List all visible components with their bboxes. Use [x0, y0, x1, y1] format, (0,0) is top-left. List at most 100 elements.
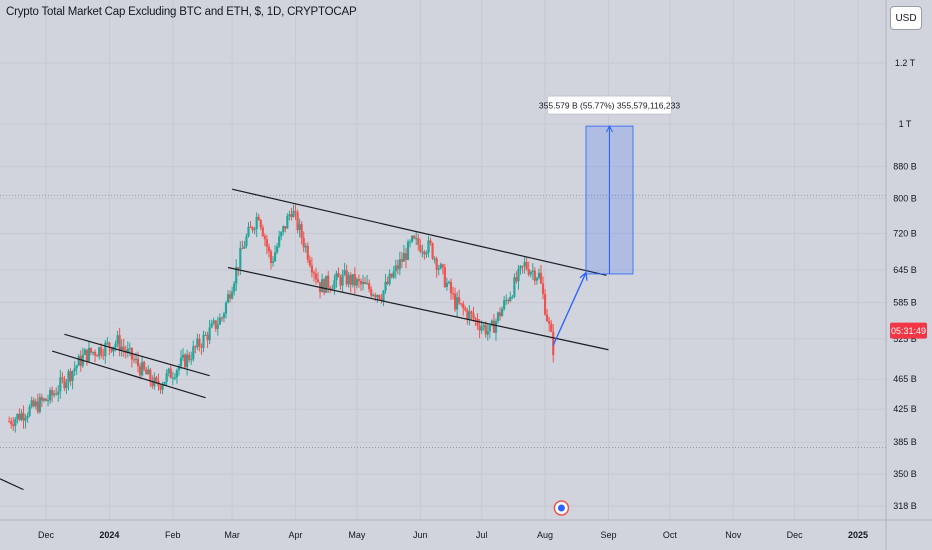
candle-body: [494, 321, 498, 333]
candle: [300, 220, 303, 245]
candle: [439, 262, 442, 270]
candle: [419, 238, 422, 254]
candle: [161, 381, 164, 395]
candle: [486, 323, 489, 341]
candle-body: [492, 320, 496, 333]
measure-label: 355.579 B (55.77%) 355,579,116,233: [539, 101, 680, 111]
candle: [30, 396, 33, 409]
candle-body: [181, 354, 185, 358]
candle: [470, 310, 473, 321]
candle: [445, 277, 448, 291]
candle-body: [100, 347, 103, 356]
candle: [183, 353, 187, 369]
candle-body: [316, 279, 320, 283]
candle: [492, 314, 496, 333]
candle-body: [294, 211, 297, 213]
candle: [347, 272, 350, 288]
candle-body: [462, 303, 465, 309]
candle-body: [214, 320, 217, 329]
candle: [61, 372, 64, 384]
candle: [496, 311, 500, 324]
candle-body: [220, 317, 223, 319]
time-axis[interactable]: Dec 2024 Feb Mar Apr May Jun Jul Aug Sep Oct Nov Dec…: [38, 500, 868, 540]
candle: [10, 417, 13, 429]
channel-line: [227, 266, 609, 351]
candle: [71, 370, 74, 390]
candle: [85, 349, 89, 366]
candle-body: [357, 279, 361, 281]
candle-body: [290, 214, 293, 218]
candle-body: [14, 419, 17, 426]
candle-body: [298, 224, 301, 230]
candle: [406, 239, 410, 261]
candle: [505, 294, 508, 305]
candle: [177, 364, 181, 376]
candle-body: [345, 270, 348, 285]
candle-body: [114, 343, 117, 347]
candle-body: [300, 224, 303, 238]
candle-body: [237, 267, 240, 269]
candle-body: [55, 393, 58, 395]
candle-body: [404, 253, 408, 260]
candle-body: [368, 283, 371, 290]
candle-body: [292, 211, 295, 218]
candle: [380, 293, 383, 304]
candle: [302, 231, 305, 253]
candle-body: [243, 245, 246, 249]
candle-body: [466, 310, 469, 320]
candle-body: [423, 251, 426, 255]
currency-button[interactable]: USD: [890, 6, 922, 30]
candle-body: [374, 294, 377, 298]
candle-body: [255, 216, 258, 230]
price-axis[interactable]: 1.2 T 1 T 880 B 800 B 720 B 645 B 585 B 525 B 46…: [890, 58, 927, 511]
price-tick-label: 645 B: [893, 265, 917, 275]
candle: [126, 341, 129, 358]
candle: [494, 318, 498, 341]
candle: [548, 317, 551, 332]
candle: [498, 307, 502, 321]
candle: [488, 325, 491, 339]
candle-body: [251, 227, 254, 231]
candle: [531, 263, 534, 281]
candle: [355, 277, 358, 289]
candle: [376, 294, 379, 303]
candle-body: [435, 258, 438, 270]
candle: [484, 321, 487, 338]
candle: [298, 218, 301, 238]
candle-body: [134, 358, 138, 360]
candle: [235, 259, 238, 291]
candle: [468, 305, 471, 326]
event-marker-dot: [557, 504, 565, 512]
drawings[interactable]: 355.579 B (55.77%) 355,579,116,233: [0, 95, 680, 491]
candle-body: [179, 357, 183, 367]
candle-body: [241, 248, 244, 250]
candle-body: [470, 311, 473, 314]
candle-body: [482, 325, 485, 328]
candle-body: [329, 287, 332, 290]
candle: [382, 289, 385, 307]
candle-body: [183, 354, 187, 368]
candle: [55, 387, 58, 396]
candle-body: [218, 317, 221, 325]
candle: [290, 207, 293, 221]
projection-line: [552, 272, 587, 346]
candle-body: [128, 347, 131, 349]
candle: [443, 263, 446, 288]
candle-body: [83, 349, 86, 355]
candle: [218, 313, 221, 326]
candle-body: [443, 267, 446, 287]
candle-body: [271, 261, 275, 264]
candle: [51, 386, 54, 403]
candle: [541, 276, 545, 300]
candle-body: [394, 265, 397, 272]
candle: [147, 365, 150, 375]
candle-body: [327, 275, 330, 288]
candle-body: [265, 239, 268, 247]
candle: [87, 340, 91, 363]
candle: [198, 334, 201, 352]
candle: [73, 361, 76, 377]
candle-body: [16, 413, 19, 420]
candle: [458, 289, 461, 305]
candle-body: [419, 244, 422, 252]
